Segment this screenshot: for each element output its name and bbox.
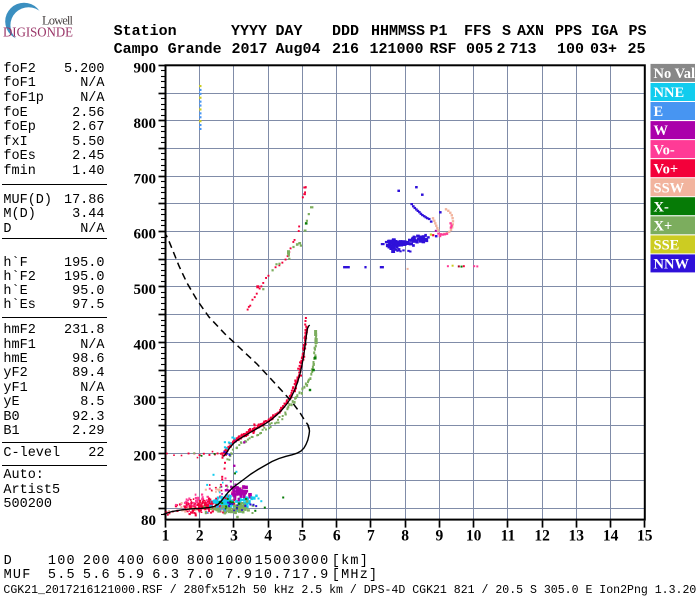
svg-text:14: 14 [603,527,619,544]
svg-text:15: 15 [637,527,653,544]
svg-text:200: 200 [134,448,157,464]
svg-text:1: 1 [162,527,170,544]
svg-text:700: 700 [134,171,157,187]
svg-text:80: 80 [141,513,156,529]
svg-text:13: 13 [569,527,585,544]
svg-text:NNW: NNW [654,257,690,273]
svg-text:11: 11 [501,527,516,544]
svg-text:NNE: NNE [654,85,685,101]
svg-text:5: 5 [299,527,307,544]
svg-text:X+: X+ [654,219,673,235]
svg-text:400: 400 [134,338,157,354]
svg-text:SSW: SSW [654,180,685,196]
svg-text:300: 300 [134,393,157,409]
svg-text:9: 9 [436,527,444,544]
svg-text:500: 500 [134,282,157,298]
svg-text:SSE: SSE [654,238,680,254]
svg-text:600: 600 [134,227,157,243]
svg-text:No Val: No Val [654,66,696,82]
svg-text:7: 7 [367,527,375,544]
svg-text:X-: X- [654,199,669,215]
svg-text:12: 12 [534,527,550,544]
svg-text:Vo-: Vo- [654,142,675,158]
svg-text:Lowell: Lowell [42,14,74,28]
svg-text:Vo+: Vo+ [654,161,679,177]
svg-text:E: E [654,104,664,120]
svg-text:4: 4 [264,527,272,544]
svg-text:DIGISONDE: DIGISONDE [3,25,73,40]
svg-text:W: W [654,123,669,139]
svg-text:10: 10 [466,527,482,544]
svg-text:800: 800 [134,116,157,132]
svg-text:3: 3 [230,527,238,544]
svg-text:900: 900 [134,61,157,77]
svg-text:8: 8 [401,527,409,544]
svg-text:2: 2 [196,527,204,544]
svg-text:6: 6 [333,527,341,544]
